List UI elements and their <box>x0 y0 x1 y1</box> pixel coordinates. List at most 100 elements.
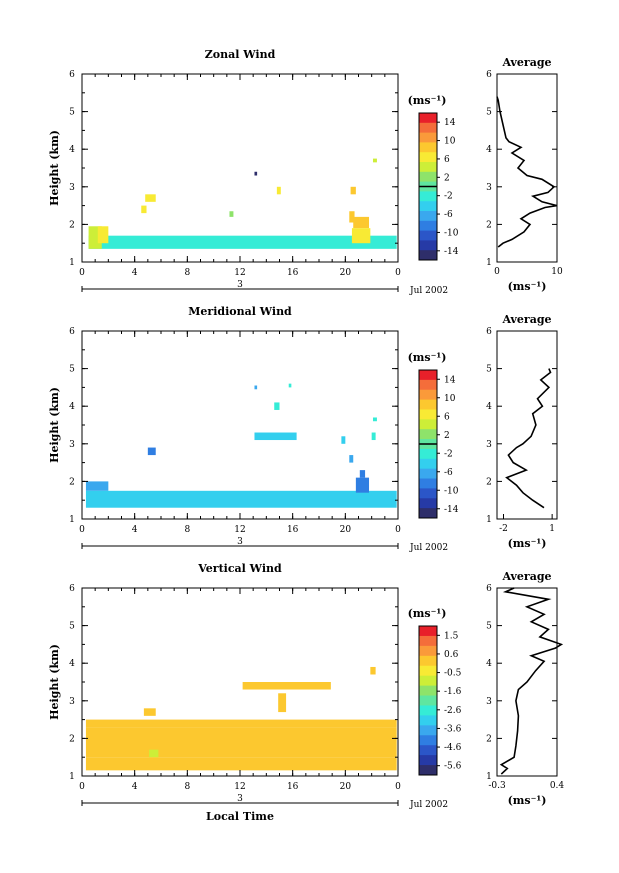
meridional-colorbar-label: 14 <box>444 375 456 385</box>
meridional-colorbar-segment <box>419 498 437 509</box>
meridional-colorbar-segment <box>419 478 437 489</box>
meridional-xtick-label: 0 <box>79 525 85 535</box>
meridional-colorbar-label: 10 <box>444 394 456 404</box>
zonal-ytick-label: 1 <box>69 258 75 268</box>
zonal-avg-ytick-label: 5 <box>486 108 492 118</box>
meridional-colorbar-segment <box>419 419 437 430</box>
meridional-avg-title: Average <box>501 313 551 326</box>
meridional-colorbar-segment <box>419 370 437 381</box>
vertical-ytick-label: 2 <box>69 734 75 744</box>
zonal-colorbar-segment <box>419 240 437 251</box>
vertical-data-cell <box>149 749 159 758</box>
meridional-ytick-label: 6 <box>69 327 75 337</box>
vertical-unit-label: (ms⁻¹) <box>408 607 447 620</box>
meridional-avg-ytick-label: 5 <box>486 365 492 375</box>
meridional-avg-ytick-label: 4 <box>486 402 492 412</box>
zonal-xtick-label: 0 <box>395 268 401 278</box>
meridional-avg-xtick-label: 1 <box>549 524 555 534</box>
vertical-data-cell <box>242 682 331 690</box>
vertical-data-cell <box>370 666 376 675</box>
meridional-colorbar-segment <box>419 429 437 440</box>
vertical-colorbar-label: -1.6 <box>444 687 462 697</box>
vertical-colorbar-segment <box>419 635 437 647</box>
vertical-colorbar-label: -2.6 <box>444 706 462 716</box>
vertical-ytick-label: 3 <box>69 697 75 707</box>
zonal-data-cell <box>88 235 397 249</box>
zonal-data-cell <box>141 205 147 214</box>
zonal-avg-frame <box>496 73 558 263</box>
zonal-xtick-label: 4 <box>132 268 138 278</box>
vertical-avg-xlabel: (ms⁻¹) <box>508 794 547 807</box>
meridional-colorbar-label: -2 <box>444 449 453 459</box>
zonal-colorbar-label: 10 <box>444 137 456 147</box>
meridional-colorbar-segment <box>419 409 437 420</box>
vertical-ytick-label: 1 <box>69 772 75 782</box>
meridional-ytick-label: 3 <box>69 440 75 450</box>
vertical-avg-ytick-label: 6 <box>486 584 492 594</box>
vertical-ytick-label: 4 <box>69 659 75 669</box>
vertical-avg-xtick-label: -0.3 <box>488 781 506 791</box>
zonal-avg-xlabel: (ms⁻¹) <box>508 280 547 293</box>
zonal-xtick-label: 12 <box>234 268 245 278</box>
vertical-data-cell <box>143 708 156 716</box>
meridional-ytick-label: 1 <box>69 515 75 525</box>
meridional-colorbar-label: 6 <box>444 412 450 422</box>
meridional-data-cell <box>147 447 156 456</box>
vertical-colorbar-label: 1.5 <box>444 631 459 641</box>
zonal-colorbar-label: 14 <box>444 118 456 128</box>
meridional-avg-profile <box>505 368 552 509</box>
meridional-ylabel: Height (km) <box>48 387 61 463</box>
meridional-colorbar-segment <box>419 448 437 460</box>
zonal-avg-xtick-label: 10 <box>551 267 563 277</box>
zonal-colorbar-segment <box>419 220 437 232</box>
zonal-xtick-label: 8 <box>184 268 190 278</box>
vertical-colorbar-segment <box>419 655 437 667</box>
meridional-ytick-label: 4 <box>69 402 75 412</box>
zonal-avg-ytick-label: 4 <box>486 145 492 155</box>
vertical-colorbar-label: -3.6 <box>444 724 462 734</box>
zonal-colorbar-label: 2 <box>444 173 450 183</box>
meridional-data-cell <box>288 383 292 388</box>
meridional-data-cell <box>254 385 258 390</box>
zonal-data-cell <box>276 186 281 195</box>
zonal-ytick-label: 5 <box>69 108 75 118</box>
meridional-colorbar-segment <box>419 399 437 410</box>
vertical-data-cell <box>85 719 397 728</box>
vertical-avg-xtick-label: 0.4 <box>550 781 565 791</box>
meridional-ytick-label: 2 <box>69 477 75 487</box>
zonal-avg-profile <box>496 96 558 248</box>
zonal-data-cell <box>229 211 234 217</box>
zonal-colorbar-segment <box>419 171 437 183</box>
vertical-ytick-label: 5 <box>69 622 75 632</box>
zonal-colorbar-segment <box>419 230 437 241</box>
zonal-data-cell <box>353 216 370 229</box>
vertical-colorbar-label: 0.6 <box>444 650 459 660</box>
vertical-day-label: 3 <box>237 794 243 804</box>
vertical-colorbar-label: -0.5 <box>444 669 462 679</box>
meridional-avg-frame <box>496 330 558 520</box>
zonal-colorbar-segment <box>419 250 437 261</box>
meridional-data-cell <box>359 470 366 478</box>
meridional-data-cell <box>274 402 280 410</box>
vertical-xtick-label: 8 <box>184 782 190 792</box>
zonal-avg-ytick-label: 2 <box>486 220 492 230</box>
zonal-data-cell <box>351 228 371 244</box>
zonal-data-cell <box>350 186 356 195</box>
zonal-avg-ytick-label: 3 <box>486 183 492 193</box>
zonal-unit-label: (ms⁻¹) <box>408 94 447 107</box>
meridional-avg-xtick-label: -2 <box>499 524 508 534</box>
vertical-colorbar-segment <box>419 745 437 756</box>
vertical-colorbar-segment <box>419 665 437 677</box>
zonal-avg-title: Average <box>501 56 551 69</box>
zonal-avg-xtick-label: 0 <box>494 267 500 277</box>
zonal-ytick-label: 6 <box>69 70 75 80</box>
vertical-colorbar-segment <box>419 765 437 776</box>
vertical-ylabel: Height (km) <box>48 644 61 720</box>
zonal-colorbar-label: -14 <box>444 247 459 257</box>
vertical-colorbar-segment <box>419 705 437 716</box>
zonal-colorbar-label: 6 <box>444 155 450 165</box>
zonal-data-cell <box>254 171 258 176</box>
